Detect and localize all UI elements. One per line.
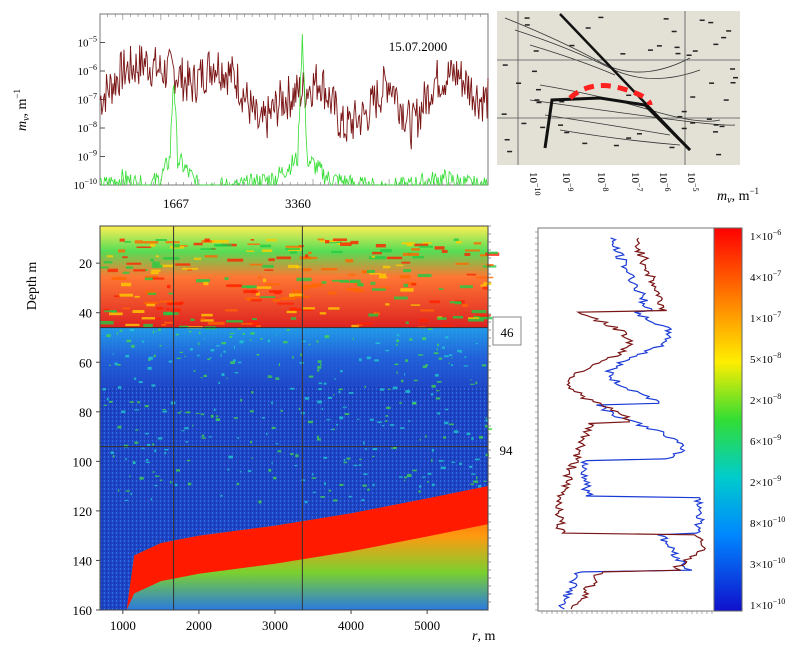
- top-ylabel-unit: , m: [15, 98, 30, 116]
- date-box: [368, 32, 468, 60]
- top-ylabel-exp: −1: [12, 89, 22, 99]
- top-ylabel-main: m: [15, 121, 30, 131]
- top-y-ticks: 10−5 10−6 10−7 10−8 10−9 10−10: [73, 14, 481, 192]
- top-series-brown: [99, 45, 489, 150]
- top-ytick-label: 10−8: [77, 120, 97, 135]
- top-ytick-label: 10−9: [77, 149, 97, 164]
- top-series-green: [99, 33, 488, 187]
- svg-text:mv, m−1: mv, m−1: [12, 89, 32, 131]
- top-ytick-label: 10−10: [73, 177, 97, 192]
- top-ytick-label: 10−7: [77, 92, 97, 107]
- top-xtick-3360: 3360: [285, 196, 311, 211]
- top-xtick-1667: 1667: [163, 196, 190, 211]
- date-label: 15.07.2000: [389, 39, 448, 54]
- top-ylabel: mv, m−1: [12, 89, 32, 131]
- top-ytick-label: 10−5: [77, 35, 97, 50]
- top-ylabel-sub: v: [21, 116, 32, 121]
- top-ytick-label: 10−6: [77, 63, 97, 78]
- top-series-group: [99, 33, 489, 187]
